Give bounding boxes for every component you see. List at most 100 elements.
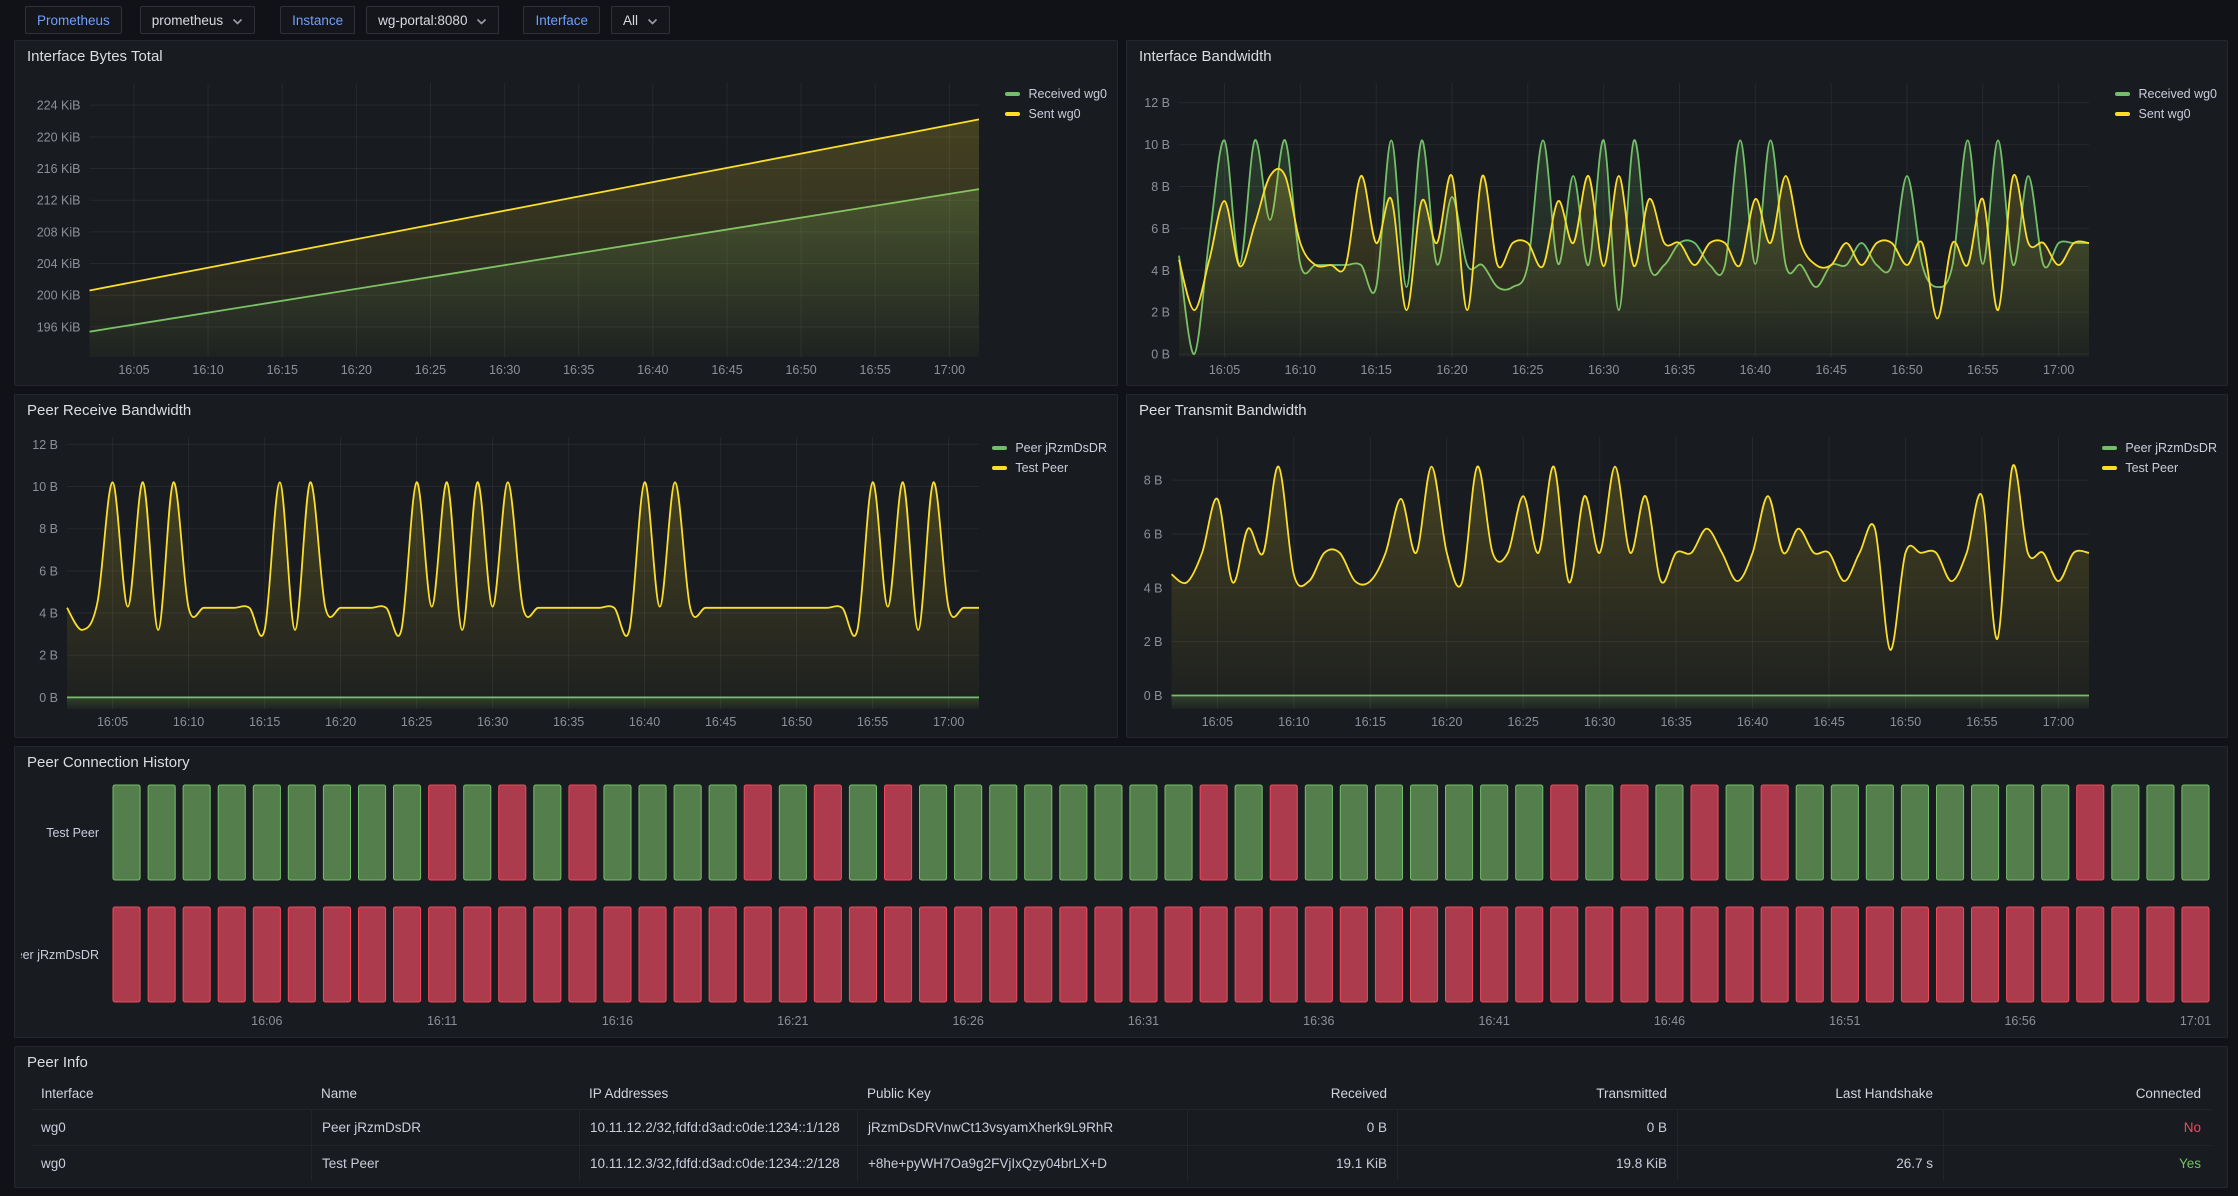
legend-item[interactable]: Sent wg0 bbox=[2115, 107, 2217, 121]
chevron-down-icon bbox=[232, 13, 243, 28]
panel-title[interactable]: Peer Transmit Bandwidth bbox=[1139, 402, 1307, 419]
svg-text:17:00: 17:00 bbox=[934, 363, 965, 377]
column-header[interactable]: Transmitted bbox=[1596, 1085, 1667, 1101]
time-series-plot[interactable]: 196 KiB 200 KiB 204 KiB 208 KiB 212 KiB 216 K… bbox=[21, 75, 985, 381]
time-series-plot[interactable]: 0 B 2 B 4 B 6 B 8 B 10 B 12 B 16:05 16:10 16:15 16… bbox=[1133, 75, 2095, 381]
svg-text:16:45: 16:45 bbox=[1816, 363, 1847, 377]
svg-text:16:55: 16:55 bbox=[860, 363, 891, 377]
column-header[interactable]: IP Addresses bbox=[589, 1085, 669, 1101]
time-series-plot[interactable]: 0 B 2 B 4 B 6 B 8 B 16:05 16:10 16:15 16:20 16:25… bbox=[1133, 429, 2095, 733]
peer-info-table: Interface Name IP Addresses Public Key Recei… bbox=[31, 1077, 2211, 1181]
svg-text:16:15: 16:15 bbox=[1355, 715, 1386, 729]
svg-text:17:01: 17:01 bbox=[2180, 1014, 2211, 1028]
svg-text:16:05: 16:05 bbox=[118, 363, 149, 377]
svg-text:16:30: 16:30 bbox=[1588, 363, 1619, 377]
svg-text:4 B: 4 B bbox=[1144, 581, 1163, 595]
svg-text:10 B: 10 B bbox=[32, 480, 58, 494]
series-color-swatch bbox=[2115, 92, 2131, 96]
svg-text:16:26: 16:26 bbox=[952, 1014, 983, 1028]
svg-text:Test Peer: Test Peer bbox=[46, 826, 99, 840]
legend-label: Received wg0 bbox=[1028, 87, 1107, 101]
svg-text:196 KiB: 196 KiB bbox=[37, 320, 81, 334]
column-header[interactable]: Public Key bbox=[867, 1085, 931, 1101]
series-color-swatch bbox=[1005, 92, 1021, 96]
svg-text:16:05: 16:05 bbox=[1209, 363, 1240, 377]
datasource-select[interactable]: prometheus bbox=[139, 6, 256, 34]
svg-text:16:20: 16:20 bbox=[1436, 363, 1467, 377]
svg-text:16:35: 16:35 bbox=[563, 363, 594, 377]
legend-label: Test Peer bbox=[2125, 461, 2179, 475]
table-cell: +8he+pyWH7Oa9g2FVjIxQzy04brLX+D bbox=[857, 1146, 1187, 1181]
table-cell: wg0 bbox=[41, 1156, 66, 1171]
svg-text:16:35: 16:35 bbox=[1664, 363, 1695, 377]
table-cell: wg0 bbox=[41, 1120, 66, 1135]
legend-item[interactable]: Peer jRzmDsDR bbox=[2102, 441, 2217, 455]
panel-peer-connection-history: Peer Connection History Test Peer Peer jR… bbox=[14, 746, 2228, 1038]
legend-label: Peer jRzmDsDR bbox=[1015, 441, 1107, 455]
panel-interface-bandwidth: Interface Bandwidth 0 B 2 B 4 B 6 B 8 B 10 B 1… bbox=[1126, 40, 2228, 386]
legend-label: Sent wg0 bbox=[2138, 107, 2191, 121]
legend-item[interactable]: Received wg0 bbox=[2115, 87, 2217, 101]
legend-label: Peer jRzmDsDR bbox=[2125, 441, 2217, 455]
svg-text:16:20: 16:20 bbox=[325, 715, 356, 729]
svg-text:16:55: 16:55 bbox=[1966, 715, 1997, 729]
svg-text:16:40: 16:40 bbox=[629, 715, 660, 729]
column-header[interactable]: Name bbox=[321, 1085, 358, 1101]
svg-text:16:35: 16:35 bbox=[553, 715, 584, 729]
column-header[interactable]: Last Handshake bbox=[1835, 1085, 1933, 1101]
series-color-swatch bbox=[2102, 446, 2118, 450]
svg-text:16:25: 16:25 bbox=[1508, 715, 1539, 729]
panel-title[interactable]: Interface Bytes Total bbox=[27, 48, 163, 65]
legend-label: Test Peer bbox=[1015, 461, 1069, 475]
svg-text:16:40: 16:40 bbox=[637, 363, 668, 377]
table-cell: 0 B bbox=[1397, 1110, 1677, 1145]
svg-text:16:20: 16:20 bbox=[341, 363, 372, 377]
legend-item[interactable]: Test Peer bbox=[2102, 461, 2217, 475]
svg-text:16:30: 16:30 bbox=[1584, 715, 1615, 729]
svg-text:16:25: 16:25 bbox=[401, 715, 432, 729]
svg-text:10 B: 10 B bbox=[1144, 138, 1170, 152]
column-header[interactable]: Received bbox=[1330, 1085, 1387, 1101]
svg-text:2 B: 2 B bbox=[1151, 306, 1170, 320]
svg-text:6 B: 6 B bbox=[39, 564, 58, 578]
svg-text:Peer jRzmDsDR: Peer jRzmDsDR bbox=[21, 948, 99, 962]
series-color-swatch bbox=[2115, 112, 2131, 116]
svg-text:12 B: 12 B bbox=[32, 438, 58, 452]
variable-label-prometheus[interactable]: Prometheus bbox=[25, 6, 122, 34]
legend-item[interactable]: Received wg0 bbox=[1005, 87, 1107, 101]
legend-item[interactable]: Test Peer bbox=[992, 461, 1107, 475]
panel-title[interactable]: Peer Info bbox=[27, 1054, 88, 1071]
svg-text:16:41: 16:41 bbox=[1478, 1014, 1509, 1028]
variable-label-interface[interactable]: Interface bbox=[523, 6, 600, 34]
panel-title[interactable]: Peer Receive Bandwidth bbox=[27, 402, 192, 419]
column-header[interactable]: Connected bbox=[2135, 1085, 2201, 1101]
legend-item[interactable]: Peer jRzmDsDR bbox=[992, 441, 1107, 455]
svg-text:4 B: 4 B bbox=[1151, 264, 1170, 278]
table-row: wg0 Test Peer 10.11.12.3/32,fdfd:d3ad:c0de… bbox=[31, 1145, 2211, 1181]
svg-text:16:56: 16:56 bbox=[2004, 1014, 2035, 1028]
time-series-plot[interactable]: 0 B 2 B 4 B 6 B 8 B 10 B 12 B 16:05 16:10 16:15 16… bbox=[21, 429, 985, 733]
variable-label-instance[interactable]: Instance bbox=[280, 6, 356, 34]
series-color-swatch bbox=[992, 466, 1008, 470]
panel-title[interactable]: Peer Connection History bbox=[27, 754, 190, 771]
panel-title[interactable]: Interface Bandwidth bbox=[1139, 48, 1272, 65]
svg-text:16:51: 16:51 bbox=[1829, 1014, 1860, 1028]
table-cell: Test Peer bbox=[311, 1146, 579, 1181]
legend-item[interactable]: Sent wg0 bbox=[1005, 107, 1107, 121]
panel-peer-info: Peer Info Interface Name IP Addresses Publi… bbox=[14, 1046, 2228, 1188]
svg-text:6 B: 6 B bbox=[1151, 222, 1170, 236]
svg-text:12 B: 12 B bbox=[1144, 96, 1170, 110]
connected-status: No bbox=[1943, 1110, 2211, 1145]
interface-select[interactable]: All bbox=[610, 6, 670, 34]
svg-text:16:40: 16:40 bbox=[1737, 715, 1768, 729]
status-history-plot[interactable]: Test Peer Peer jRzmDsDR 16:06 16:11 16:16 16:… bbox=[15, 777, 2221, 1031]
svg-text:16:21: 16:21 bbox=[777, 1014, 808, 1028]
instance-select[interactable]: wg-portal:8080 bbox=[366, 6, 500, 34]
svg-text:16:46: 16:46 bbox=[1654, 1014, 1685, 1028]
column-header[interactable]: Interface bbox=[41, 1085, 94, 1101]
svg-text:16:15: 16:15 bbox=[1361, 363, 1392, 377]
svg-text:17:00: 17:00 bbox=[933, 715, 964, 729]
svg-text:16:55: 16:55 bbox=[857, 715, 888, 729]
svg-text:16:11: 16:11 bbox=[427, 1014, 457, 1028]
table-cell: Peer jRzmDsDR bbox=[311, 1110, 579, 1145]
